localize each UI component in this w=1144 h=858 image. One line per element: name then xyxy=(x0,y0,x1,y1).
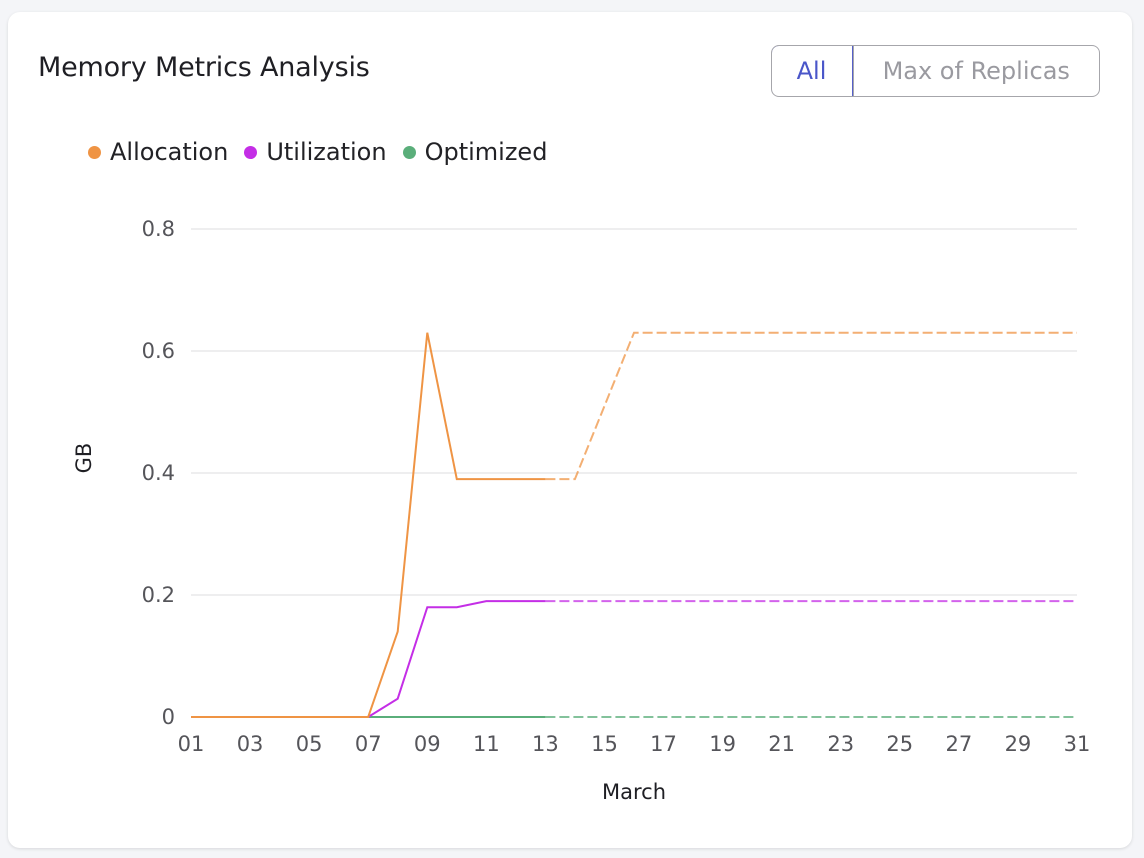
x-tick-label-10: 21 xyxy=(768,732,795,756)
view-toggle: All Max of Replicas xyxy=(771,45,1100,97)
legend-item-optimized[interactable]: Optimized xyxy=(402,138,548,166)
legend-dot-optimized xyxy=(402,145,416,159)
x-tick-label-12: 25 xyxy=(886,732,913,756)
y-axis-label: GB xyxy=(72,443,96,474)
series-line-allocation xyxy=(191,332,546,718)
x-tick-label-14: 29 xyxy=(1005,732,1032,756)
x-tick-label-6: 13 xyxy=(532,732,559,756)
legend-label-allocation: Allocation xyxy=(110,138,229,166)
x-tick-label-15: 31 xyxy=(1064,732,1091,756)
x-tick-label-7: 15 xyxy=(591,732,618,756)
y-tick-label-4: 0.8 xyxy=(142,217,175,241)
series-line-allocation-forecast xyxy=(545,331,1077,481)
toggle-option-all[interactable]: All xyxy=(772,46,853,96)
x-tick-label-1: 03 xyxy=(237,732,264,756)
chart-legend: Allocation Utilization Optimized xyxy=(88,138,563,166)
x-tick-label-11: 23 xyxy=(827,732,854,756)
y-tick-label-2: 0.4 xyxy=(142,461,175,485)
x-tick-label-8: 17 xyxy=(650,732,677,756)
x-tick-label-3: 07 xyxy=(355,732,382,756)
x-tick-label-0: 01 xyxy=(178,732,205,756)
y-tick-label-1: 0.2 xyxy=(142,583,175,607)
x-tick-label-13: 27 xyxy=(945,732,972,756)
x-tick-label-5: 11 xyxy=(473,732,500,756)
legend-dot-utilization xyxy=(244,145,258,159)
x-tick-label-9: 19 xyxy=(709,732,736,756)
legend-dot-allocation xyxy=(88,145,101,159)
x-tick-label-2: 05 xyxy=(296,732,323,756)
toggle-option-max-of-replicas[interactable]: Max of Replicas xyxy=(852,46,1100,96)
memory-metrics-card: Memory Metrics Analysis All Max of Repli… xyxy=(8,12,1132,848)
x-axis-label: March xyxy=(602,780,666,804)
legend-label-utilization: Utilization xyxy=(266,138,387,166)
x-tick-label-4: 09 xyxy=(414,732,441,756)
card-title: Memory Metrics Analysis xyxy=(38,52,370,83)
series-line-utilization xyxy=(191,600,546,718)
legend-item-allocation[interactable]: Allocation xyxy=(88,138,228,166)
legend-label-optimized: Optimized xyxy=(424,138,548,166)
legend-item-utilization[interactable]: Utilization xyxy=(244,138,387,166)
y-tick-label-3: 0.6 xyxy=(142,339,175,363)
y-tick-label-0: 0 xyxy=(162,705,175,729)
